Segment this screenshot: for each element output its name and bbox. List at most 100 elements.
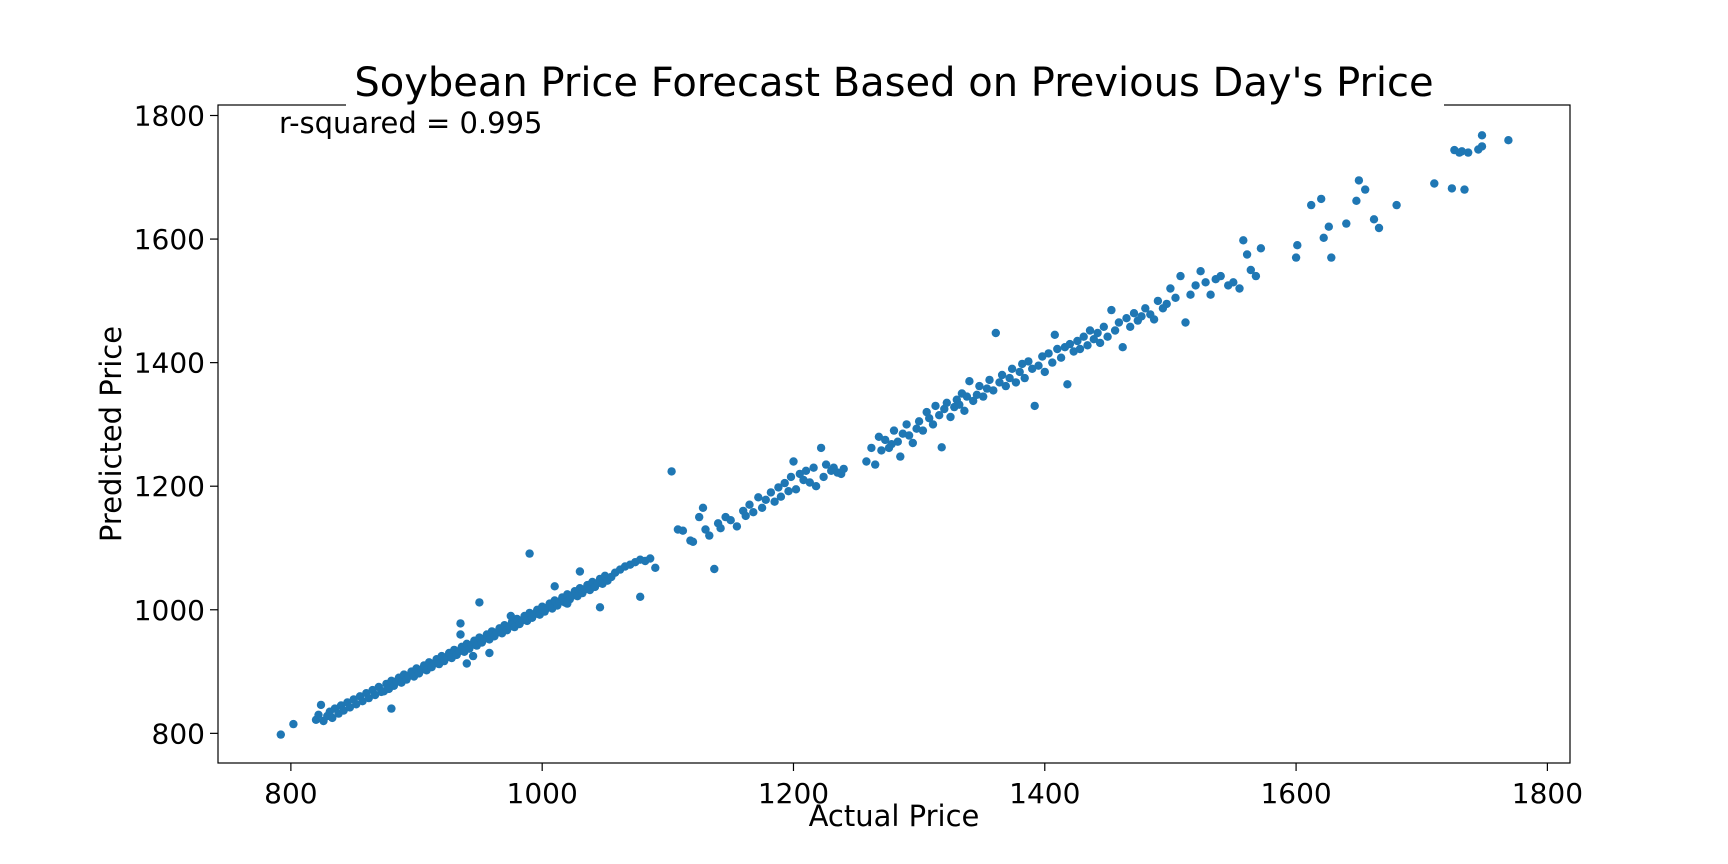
scatter-point [1352, 196, 1361, 205]
scatter-point [1007, 364, 1017, 373]
scatter-point [506, 611, 515, 621]
scatter-point [485, 648, 494, 658]
scatter-point [1110, 326, 1120, 335]
scatter-point [1176, 271, 1185, 281]
scatter-point [1504, 136, 1513, 145]
scatter-point [1099, 322, 1109, 331]
x-tick-label: 1600 [1260, 777, 1331, 810]
scatter-point [525, 549, 534, 558]
scatter-point [1126, 322, 1135, 331]
scatter-point [1056, 353, 1066, 362]
scatter-point [688, 537, 698, 546]
scatter-point [1024, 357, 1033, 366]
scatter-point [811, 482, 821, 491]
scatter-point [791, 485, 801, 494]
scatter-point [1354, 176, 1364, 185]
scatter-point [749, 508, 758, 517]
scatter-point [928, 420, 938, 429]
scatter-point [1085, 326, 1095, 335]
scatter-point [1242, 250, 1252, 259]
scatter-point [757, 503, 767, 512]
scatter-point [1137, 312, 1146, 321]
scatter-point [799, 475, 808, 485]
scatter-point [1040, 367, 1050, 377]
x-tick-label: 800 [264, 777, 317, 810]
scatter-point [1114, 318, 1124, 327]
scatter-point [475, 598, 484, 607]
scatter-point [770, 497, 779, 506]
points-layer [276, 131, 1513, 739]
scatter-point [935, 411, 944, 420]
x-tick-label: 1800 [1512, 777, 1583, 810]
scatter-point [651, 563, 660, 572]
scatter-point [1093, 328, 1102, 338]
scatter-point [370, 690, 380, 700]
scatter-point [745, 500, 754, 509]
scatter-point [881, 435, 890, 445]
scatter-point [1129, 309, 1139, 318]
scatter-point [667, 467, 676, 476]
scatter-point [821, 460, 831, 469]
scatter-point [316, 700, 326, 710]
y-tick-label: 1200 [134, 470, 205, 503]
scatter-point [1122, 314, 1131, 323]
scatter-point [975, 381, 984, 391]
scatter-point [776, 492, 786, 501]
scatter-point [1044, 349, 1053, 358]
scatter-point [1447, 184, 1457, 193]
scatter-point [809, 463, 818, 472]
scatter-point [1317, 194, 1326, 204]
scatter-point [877, 446, 886, 455]
scatter-point [874, 432, 884, 441]
scatter-point [538, 605, 547, 614]
scatter-point [1430, 179, 1439, 188]
scatter-point [995, 378, 1004, 387]
scatter-point [1374, 223, 1384, 233]
scatter-point [1201, 278, 1210, 287]
scatter-point [1392, 200, 1401, 210]
scatter-point [1069, 347, 1078, 356]
scatter-point [1030, 401, 1039, 411]
scatter-point [1324, 222, 1334, 231]
scatter-point [1089, 335, 1099, 344]
scatter-point [962, 392, 972, 401]
scatter-point [1361, 185, 1370, 194]
scatter-point [1229, 278, 1238, 287]
scatter-point [1251, 271, 1261, 281]
scatter-point [1095, 338, 1105, 348]
scatter-point [997, 370, 1007, 380]
scatter-point [1342, 219, 1351, 228]
scatter-point [1141, 304, 1150, 313]
scatter-point [1235, 284, 1244, 293]
x-axis-ticks: 800 1000 1200 1400 1600 1800 [264, 763, 1583, 810]
scatter-point [985, 375, 994, 385]
y-tick-label: 800 [152, 717, 205, 750]
scatter-point [550, 582, 559, 591]
scatter-point [1053, 344, 1062, 354]
scatter-point [1162, 299, 1171, 309]
scatter-point [960, 406, 969, 415]
scatter-point [801, 466, 811, 475]
scatter-point [1196, 267, 1205, 276]
scatter-point [989, 386, 998, 395]
scatter-point [1153, 296, 1163, 306]
scatter-point [784, 487, 793, 496]
scatter-point [1118, 343, 1127, 352]
scatter-point [898, 429, 907, 438]
scatter-point [965, 377, 974, 386]
scatter-point [1464, 148, 1473, 157]
scatter-point [946, 412, 955, 422]
scatter-point [741, 511, 750, 521]
scatter-point [314, 710, 323, 719]
y-axis-label: Predicted Price [94, 326, 128, 542]
scatter-point [462, 659, 471, 668]
y-tick-label: 1600 [134, 223, 205, 256]
scatter-point [716, 524, 725, 533]
y-tick-label: 1400 [134, 347, 205, 380]
scatter-point [364, 693, 373, 703]
scatter-point [867, 443, 876, 453]
scatter-point [701, 525, 710, 534]
scatter-point [789, 457, 798, 466]
scatter-point [678, 526, 688, 535]
